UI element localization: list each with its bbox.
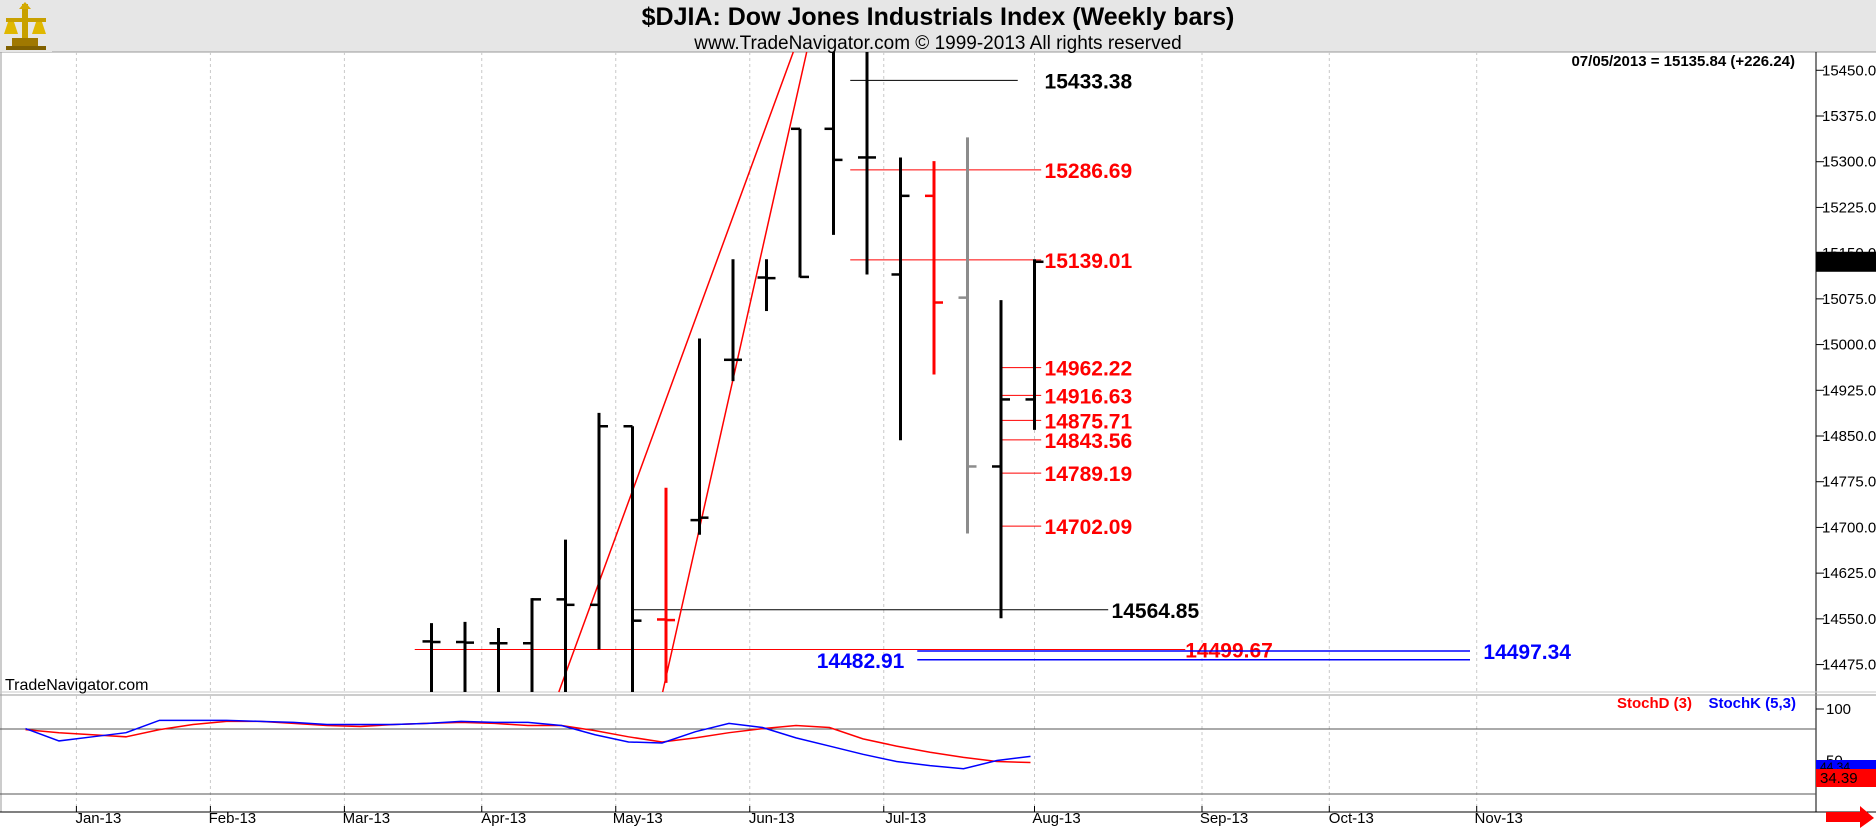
ohlc-bar <box>590 412 608 650</box>
y-tick-label: 14925.0 <box>1822 382 1876 399</box>
y-tick-label: 14550.0 <box>1822 611 1876 628</box>
x-tick-label: Mar-13 <box>343 810 391 827</box>
watermark: TradeNavigator.com <box>5 677 148 694</box>
level-label: 14916.63 <box>1045 385 1133 408</box>
ohlc-bar <box>757 259 776 312</box>
fib-levels: 15433.38 15286.69 15139.01 14962.22 14916.63… <box>414 70 1571 673</box>
ohlc-bar <box>690 338 709 535</box>
ohlc-bar <box>657 487 675 683</box>
last-price-box <box>1816 251 1876 272</box>
y-tick-label: 15225.0 <box>1822 199 1876 216</box>
ohlc-bar <box>456 621 474 692</box>
price-panel: 15450.015375.015300.015225.015150.015075… <box>0 51 1876 812</box>
ohlc-bar <box>523 598 541 692</box>
ohlc-bar <box>422 623 441 692</box>
x-tick-label: May-13 <box>613 810 663 827</box>
chart-subtitle: www.TradeNavigator.com © 1999-2013 All r… <box>693 33 1181 54</box>
stochk-legend: StochK (5,3) <box>1708 695 1796 712</box>
y-ticks: 15450.015375.015300.015225.015150.015075… <box>1816 62 1876 674</box>
stoch-series-line <box>25 720 1031 764</box>
scroll-right-arrow-icon[interactable] <box>1826 806 1874 828</box>
ohlc-bar <box>958 137 977 534</box>
ohlc-bar <box>858 52 876 275</box>
x-gridlines <box>75 52 1478 812</box>
level-label: 14482.91 <box>817 650 905 673</box>
stoch-lines <box>25 719 1031 770</box>
level-label: 14702.09 <box>1045 516 1133 539</box>
x-tick-label: Feb-13 <box>209 810 257 827</box>
x-tick-label: Jul-13 <box>885 810 926 827</box>
ohlc-bar <box>489 628 508 692</box>
ohlc-bar <box>724 259 742 382</box>
ohlc-bar <box>791 127 809 279</box>
level-label: 14564.85 <box>1112 600 1200 623</box>
header-band <box>0 0 1876 52</box>
ohlc-bar <box>925 161 943 375</box>
ohlc-bar <box>824 52 843 235</box>
x-tick-label: Jan-13 <box>75 810 121 827</box>
ohlc-bar <box>992 300 1010 619</box>
y-tick-label: 15000.0 <box>1822 337 1876 354</box>
last-readout: 07/05/2013 = 15135.84 (+226.24) <box>1571 53 1795 70</box>
ohlc-bar <box>891 157 910 441</box>
price-bars <box>422 52 1044 692</box>
stoch-y-tick-label: 100 <box>1826 701 1851 718</box>
y-tick-label: 15450.0 <box>1822 62 1876 79</box>
x-tick-label: Oct-13 <box>1329 810 1374 827</box>
level-label: 14497.34 <box>1483 641 1571 664</box>
trendline <box>558 51 795 693</box>
y-tick-label: 14850.0 <box>1822 428 1876 445</box>
y-tick-label: 14475.0 <box>1822 657 1876 674</box>
x-tick-label: Jun-13 <box>749 810 795 827</box>
level-label: 15433.38 <box>1045 70 1133 93</box>
level-label: 14875.71 <box>1045 410 1133 433</box>
ohlc-bar <box>1025 259 1044 430</box>
last-price-tag: 15135.84 <box>1816 251 1876 272</box>
trendline <box>661 51 808 693</box>
level-label: 15139.01 <box>1045 250 1133 273</box>
ohlc-bar <box>556 539 575 692</box>
x-tick-label: Apr-13 <box>481 810 526 827</box>
level-label: 14962.22 <box>1045 358 1133 381</box>
y-tick-label: 14625.0 <box>1822 565 1876 582</box>
stoch-series-line <box>25 719 1031 770</box>
level-label: 15286.69 <box>1045 160 1133 183</box>
level-label: 14843.56 <box>1045 430 1133 453</box>
y-tick-label: 14775.0 <box>1822 474 1876 491</box>
ohlc-bar <box>623 424 642 692</box>
x-tick-label: Aug-13 <box>1032 810 1080 827</box>
y-tick-label: 15300.0 <box>1822 154 1876 171</box>
stochd-last-label: 34.39 <box>1820 770 1858 787</box>
chart-title: $DJIA: Dow Jones Industrials Index (Week… <box>642 3 1235 31</box>
balance-scale-icon <box>0 1 52 52</box>
stochd-last-box <box>1816 769 1876 787</box>
stochd-legend: StochD (3) <box>1617 695 1692 712</box>
level-label: 14789.19 <box>1045 463 1133 486</box>
y-tick-label: 15375.0 <box>1822 108 1876 125</box>
x-tick-label: Nov-13 <box>1475 810 1523 827</box>
y-tick-label: 15075.0 <box>1822 291 1876 308</box>
x-axis: Jan-13 Feb-13 Mar-13 Apr-13 May-13 Jun-13 Jul-… <box>75 806 1523 827</box>
last-price-label: 15135.84 <box>1818 255 1876 272</box>
x-tick-label: Sep-13 <box>1200 810 1248 827</box>
trendlines <box>558 51 808 693</box>
y-tick-label: 14700.0 <box>1822 519 1876 536</box>
